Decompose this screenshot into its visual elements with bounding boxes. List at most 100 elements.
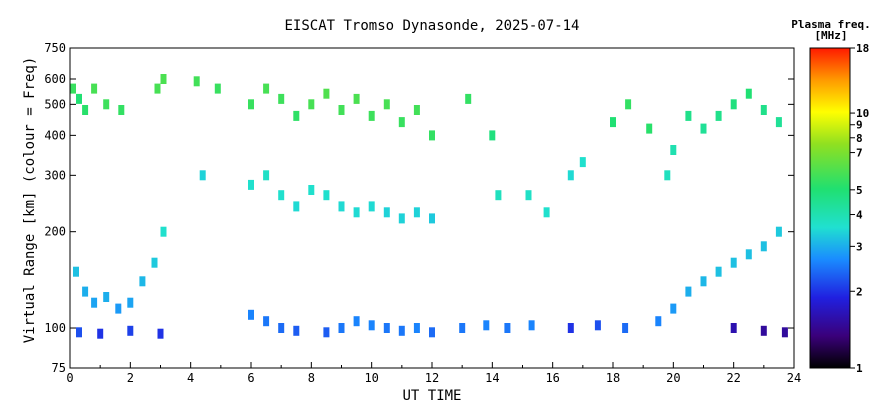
data-point <box>353 207 360 218</box>
x-tick-label: 4 <box>187 371 194 385</box>
data-point <box>127 297 134 308</box>
colorbar-title-line1: Plasma freq. <box>791 18 871 31</box>
y-tick-label: 750 <box>44 41 66 55</box>
data-point <box>465 93 472 104</box>
x-tick-label: 14 <box>485 371 499 385</box>
data-point <box>91 83 98 94</box>
data-point <box>199 170 206 181</box>
data-point <box>413 105 420 115</box>
data-point <box>429 327 435 338</box>
data-point <box>338 323 345 333</box>
data-point <box>670 145 677 155</box>
data-point <box>646 123 653 134</box>
chart-title: EISCAT Tromso Dynasonde, 2025-07-14 <box>284 18 580 34</box>
data-point <box>398 213 405 224</box>
x-tick-label: 0 <box>66 371 73 385</box>
data-point <box>338 105 345 115</box>
data-point <box>353 316 360 327</box>
data-point <box>781 327 788 338</box>
data-point <box>115 303 122 314</box>
data-point <box>73 266 79 277</box>
data-point <box>459 323 466 333</box>
colorbar-tick-label: 2 <box>856 285 863 298</box>
data-point <box>700 276 707 287</box>
y-tick-label: 200 <box>44 225 66 239</box>
data-point <box>160 226 167 237</box>
y-tick-label: 400 <box>44 128 66 142</box>
y-tick-label: 300 <box>44 168 66 182</box>
data-point <box>625 99 632 110</box>
data-point <box>730 99 737 110</box>
y-tick-label: 600 <box>44 72 66 86</box>
x-axis: 0 2 4 6 8 10 12 14 16 18 20 22 24 <box>66 362 801 385</box>
data-point <box>97 328 104 339</box>
plot-frame <box>69 47 795 369</box>
data-point <box>413 323 420 333</box>
data-point <box>775 226 782 237</box>
data-point <box>745 88 752 99</box>
x-tick-label: 22 <box>726 371 740 385</box>
y-tick-label: 500 <box>44 97 66 111</box>
x-tick-label: 10 <box>364 371 378 385</box>
data-point <box>103 292 110 302</box>
data-point <box>82 286 89 297</box>
data-point <box>398 325 405 336</box>
data-point <box>248 99 254 110</box>
data-point <box>127 325 134 336</box>
data-point <box>567 170 574 181</box>
data-point <box>248 179 254 190</box>
colorbar-tick-label: 1 <box>856 362 863 375</box>
data-point <box>160 74 167 84</box>
data-point <box>760 105 767 115</box>
data-point <box>622 323 629 333</box>
data-point <box>483 320 490 331</box>
data-point <box>278 93 285 104</box>
data-point <box>383 207 390 218</box>
data-point <box>398 117 405 128</box>
data-point <box>368 201 375 212</box>
data-point <box>293 110 300 121</box>
data-point <box>594 320 601 331</box>
data-point <box>429 130 435 141</box>
data-point <box>715 110 722 121</box>
data-point <box>543 207 550 218</box>
data-point <box>567 323 574 333</box>
data-point <box>368 110 375 121</box>
data-point <box>700 123 707 134</box>
data-point <box>278 323 285 333</box>
x-tick-label: 12 <box>425 371 439 385</box>
data-point <box>730 323 737 333</box>
data-point <box>338 201 345 212</box>
data-point <box>139 276 146 287</box>
data-point <box>715 266 722 277</box>
data-point <box>193 76 200 87</box>
data-point <box>383 323 390 333</box>
data-point <box>151 257 158 268</box>
data-point <box>76 93 82 104</box>
data-point <box>760 325 767 336</box>
data-point <box>685 110 692 121</box>
colorbar-tick-label: 7 <box>856 147 863 160</box>
data-point <box>429 213 435 224</box>
data-point <box>655 316 662 327</box>
data-points <box>70 74 788 339</box>
colorbar-tick-label: 9 <box>856 119 863 132</box>
data-point <box>103 99 110 110</box>
x-tick-label: 16 <box>545 371 559 385</box>
colorbar-title-line2: [MHz] <box>814 29 848 42</box>
colorbar-tick-label: 18 <box>856 42 869 55</box>
data-point <box>118 105 125 115</box>
data-point <box>278 190 285 201</box>
x-tick-label: 6 <box>247 371 254 385</box>
data-point <box>82 105 89 115</box>
data-point <box>745 249 752 260</box>
data-point <box>293 201 300 212</box>
data-point <box>670 303 677 314</box>
data-point <box>685 286 692 297</box>
data-point <box>495 190 502 201</box>
data-point <box>157 328 164 339</box>
colorbar-tick-label: 4 <box>856 209 863 222</box>
colorbar-tick-label: 10 <box>856 107 869 120</box>
x-tick-label: 24 <box>787 371 801 385</box>
data-point <box>323 190 330 201</box>
